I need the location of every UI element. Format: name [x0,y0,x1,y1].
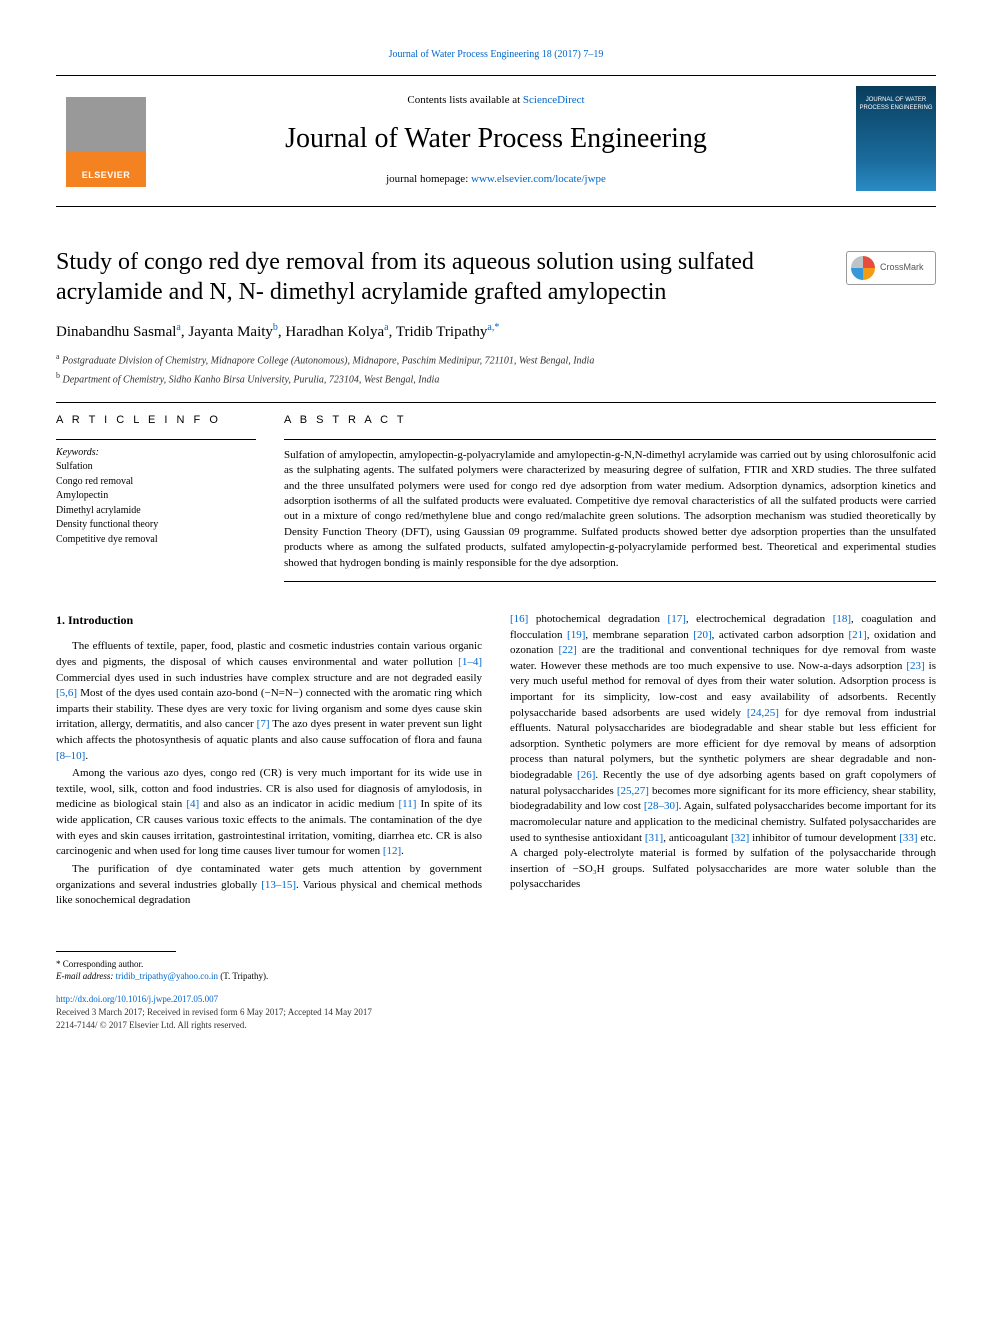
citation-link[interactable]: [8–10] [56,750,85,762]
citation-link[interactable]: [4] [186,798,199,810]
doi-link[interactable]: http://dx.doi.org/10.1016/j.jwpe.2017.05… [56,994,218,1004]
journal-homepage: journal homepage: www.elsevier.com/locat… [156,172,836,188]
body-paragraph: [16] photochemical degradation [17], ele… [510,612,936,893]
footnote-divider [56,951,176,952]
citation-link[interactable]: [13–15] [261,879,296,891]
citation-link[interactable]: [17] [668,613,686,625]
journal-cover: JOURNAL OF WATER PROCESS ENGINEERING [856,86,936,191]
divider [284,581,936,582]
citation-link[interactable]: [19] [567,629,585,641]
elsevier-logo: ELSEVIER [66,97,146,187]
citation-link[interactable]: [33] [899,832,917,844]
citation-link[interactable]: [22] [558,644,576,656]
citation-link[interactable]: [7] [257,718,270,730]
citation-link[interactable]: [31] [645,832,663,844]
citation-link[interactable]: [24,25] [747,707,779,719]
affiliation-a: a Postgraduate Division of Chemistry, Mi… [56,351,936,369]
crossmark-badge[interactable]: CrossMark [846,251,936,285]
keywords-heading: Keywords: [56,446,256,461]
citation-link[interactable]: [26] [577,769,595,781]
divider [56,402,936,403]
citation-link[interactable]: [12] [383,845,401,857]
body-paragraph: Among the various azo dyes, congo red (C… [56,766,482,860]
divider [284,439,936,440]
citation-link[interactable]: [5,6] [56,687,77,699]
keyword: Competitive dye removal [56,533,256,548]
keyword: Congo red removal [56,475,256,490]
citation-link[interactable]: [21] [848,629,866,641]
article-info-heading: A R T I C L E I N F O [56,413,256,429]
journal-banner: ELSEVIER Contents lists available at Sci… [56,75,936,207]
article-title: Study of congo red dye removal from its … [56,247,834,307]
body-paragraph: The effluents of textile, paper, food, p… [56,639,482,764]
citation-link[interactable]: [11] [399,798,417,810]
copyright-line: 2214-7144/ © 2017 Elsevier Ltd. All righ… [56,1019,936,1032]
email-line: E-mail address: tridib_tripathy@yahoo.co… [56,970,936,983]
journal-name: Journal of Water Process Engineering [156,119,836,160]
citation-link[interactable]: [32] [731,832,749,844]
keyword: Amylopectin [56,489,256,504]
citation-link[interactable]: [16] [510,613,528,625]
citation-link[interactable]: [18] [833,613,851,625]
corresponding-author: * Corresponding author. [56,958,936,971]
abstract-heading: A B S T R A C T [284,413,936,429]
body-paragraph: The purification of dye contaminated wat… [56,862,482,909]
header-citation: Journal of Water Process Engineering 18 … [56,48,936,63]
citation-link[interactable]: [28–30] [644,800,679,812]
keyword: Dimethyl acrylamide [56,504,256,519]
abstract-text: Sulfation of amylopectin, amylopectin-g-… [284,448,936,571]
authors-list: Dinabandhu Sasmala, Jayanta Maityb, Hara… [56,321,936,344]
divider [56,439,256,440]
received-dates: Received 3 March 2017; Received in revis… [56,1006,936,1019]
journal-cover-wrap: JOURNAL OF WATER PROCESS ENGINEERING [836,86,936,196]
section-title-introduction: 1. Introduction [56,612,482,629]
crossmark-icon [851,256,875,280]
sciencedirect-link[interactable]: ScienceDirect [523,94,585,106]
contents-line: Contents lists available at ScienceDirec… [156,93,836,109]
citation-link[interactable]: [20] [693,629,711,641]
keyword: Density functional theory [56,518,256,533]
keyword: Sulfation [56,460,256,475]
doi-line: http://dx.doi.org/10.1016/j.jwpe.2017.05… [56,993,936,1006]
homepage-link[interactable]: www.elsevier.com/locate/jwpe [471,173,606,185]
citation-link[interactable]: [25,27] [617,785,649,797]
footnotes: * Corresponding author. E-mail address: … [56,958,936,983]
affiliation-b: b Department of Chemistry, Sidho Kanho B… [56,370,936,388]
elsevier-logo-wrap: ELSEVIER [56,91,156,191]
citation-link[interactable]: [1–4] [458,656,482,668]
email-link[interactable]: tridib_tripathy@yahoo.co.in [116,971,218,981]
citation-link[interactable]: [23] [906,660,924,672]
